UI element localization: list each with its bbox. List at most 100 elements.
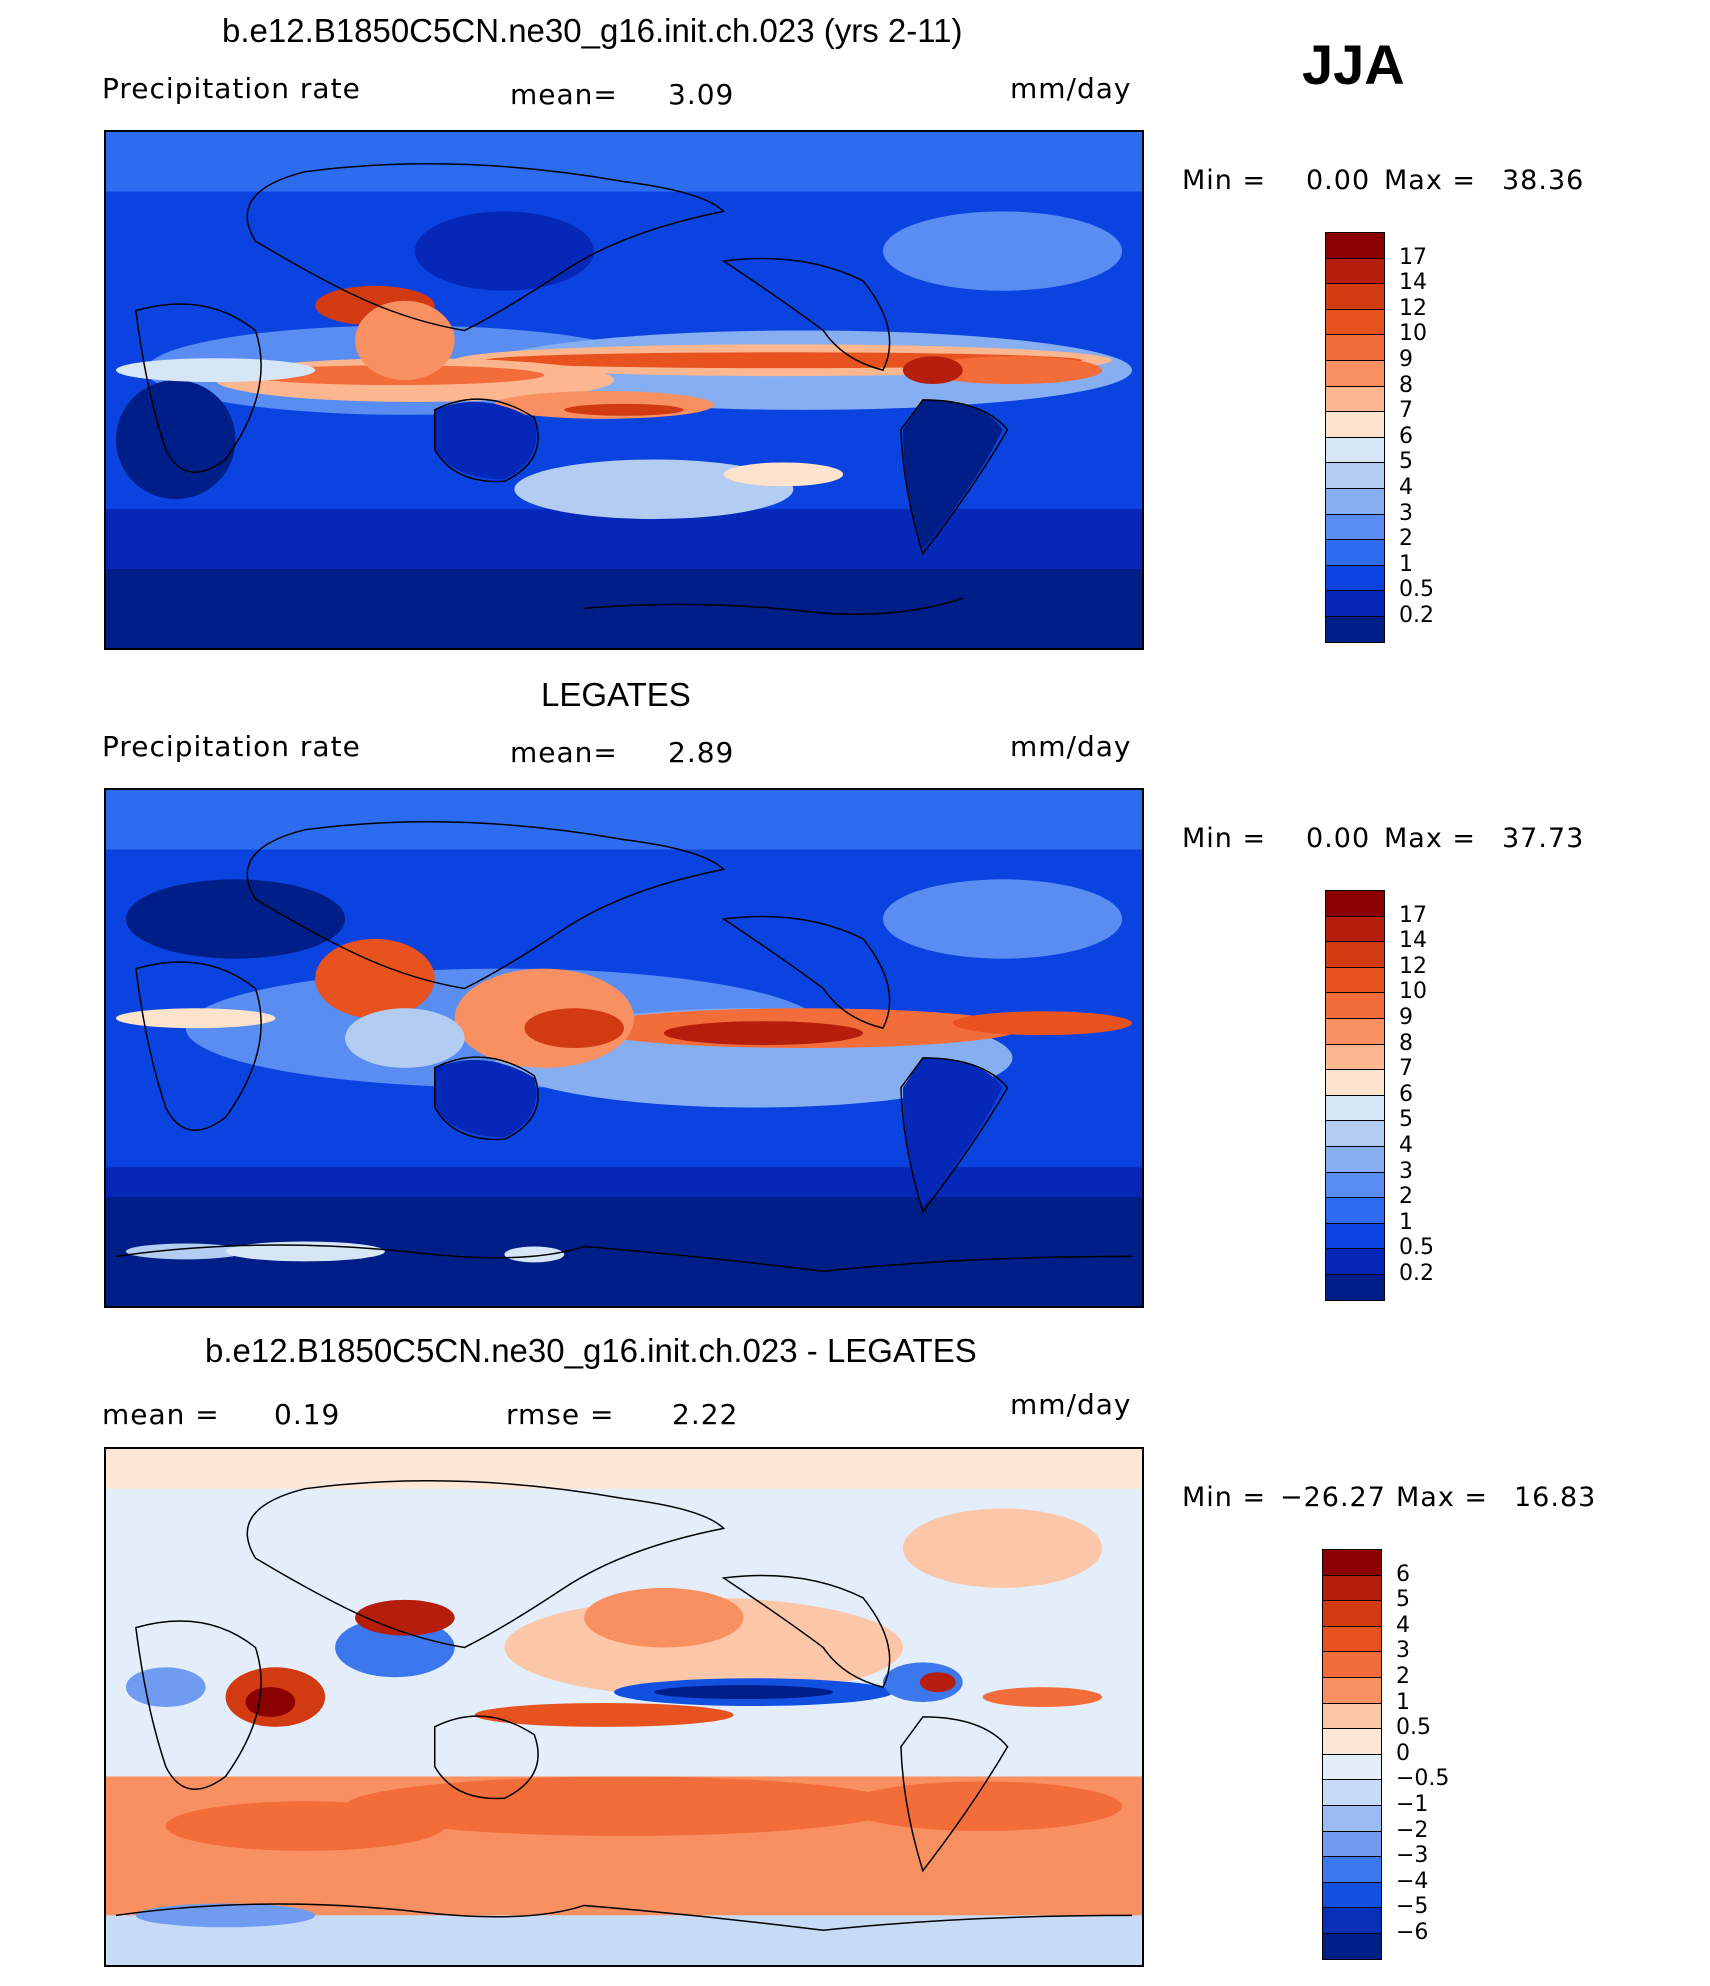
colorbar-swatch bbox=[1325, 1069, 1385, 1096]
panel2-map-svg bbox=[106, 790, 1142, 1306]
panel2-title: LEGATES bbox=[541, 676, 691, 713]
panel1-mean-value: 3.09 bbox=[668, 78, 735, 111]
panel3-mean-value: 0.19 bbox=[274, 1398, 341, 1431]
panel1-title: b.e12.B1850C5CN.ne30_g16.init.ch.023 (yr… bbox=[222, 12, 963, 49]
colorbar-swatch bbox=[1325, 257, 1385, 285]
colorbar-swatch bbox=[1325, 360, 1385, 387]
colorbar-swatch bbox=[1322, 1805, 1382, 1832]
colorbar-tick-label: 14 bbox=[1399, 270, 1427, 296]
panel1-map-svg bbox=[106, 132, 1142, 648]
panel1-units: mm/day bbox=[1010, 72, 1132, 105]
colorbar-tick-label: 9 bbox=[1399, 347, 1413, 372]
colorbar-swatch bbox=[1322, 1728, 1382, 1755]
colorbar-swatch bbox=[1325, 1197, 1385, 1224]
panel3-rmse-label: rmse = bbox=[506, 1398, 615, 1431]
panel3-min-value: −26.27 bbox=[1280, 1482, 1386, 1513]
panel3-max-label: Max = bbox=[1396, 1482, 1489, 1513]
panel2-min-label: Min = bbox=[1182, 823, 1267, 854]
panel3-units: mm/day bbox=[1010, 1388, 1132, 1421]
panel3-rmse-value: 2.22 bbox=[672, 1398, 739, 1431]
colorbar-tick-label: 6 bbox=[1399, 423, 1413, 449]
colorbar-swatch bbox=[1325, 513, 1385, 541]
colorbar-tick-label: −1 bbox=[1396, 1792, 1429, 1817]
panel1-mean-label: mean= bbox=[510, 78, 618, 111]
colorbar-tick-label: 3 bbox=[1396, 1638, 1410, 1664]
colorbar-swatch bbox=[1325, 1274, 1385, 1301]
colorbar-tick-label: 0.2 bbox=[1399, 1261, 1434, 1286]
panel1-max-label: Max = bbox=[1384, 165, 1477, 196]
colorbar-tick-label: −4 bbox=[1396, 1868, 1429, 1894]
panel1-max-value: 38.36 bbox=[1502, 165, 1585, 196]
colorbar-swatch bbox=[1325, 616, 1385, 643]
colorbar-swatch bbox=[1322, 1779, 1382, 1806]
colorbar-swatch bbox=[1325, 941, 1385, 968]
colorbar-swatch bbox=[1325, 590, 1385, 617]
panel2-min-value: 0.00 bbox=[1306, 823, 1371, 854]
colorbar-tick-label: 6 bbox=[1396, 1561, 1410, 1587]
colorbar-tick-label: −3 bbox=[1396, 1843, 1429, 1869]
colorbar-swatch bbox=[1322, 1574, 1382, 1602]
colorbar-tick-label: 12 bbox=[1399, 295, 1427, 321]
colorbar-swatch bbox=[1325, 966, 1385, 994]
panel3-map-svg bbox=[106, 1449, 1142, 1965]
colorbar-tick-label: 14 bbox=[1399, 928, 1427, 954]
colorbar-swatch bbox=[1325, 385, 1385, 413]
panel2-mean-label: mean= bbox=[510, 736, 618, 769]
colorbar-tick-label: 9 bbox=[1399, 1005, 1413, 1030]
colorbar-swatch bbox=[1325, 232, 1385, 259]
colorbar-swatch bbox=[1322, 1677, 1382, 1704]
colorbar-tick-label: 0.5 bbox=[1396, 1715, 1431, 1741]
colorbar-swatch bbox=[1325, 488, 1385, 515]
colorbar-swatch bbox=[1325, 890, 1385, 917]
colorbar-tick-label: 10 bbox=[1399, 979, 1427, 1005]
season-label: JJA bbox=[1302, 33, 1405, 96]
colorbar-tick-label: 0.2 bbox=[1399, 603, 1434, 628]
colorbar-tick-label: 4 bbox=[1396, 1612, 1410, 1638]
colorbar-tick-label: −0.5 bbox=[1396, 1766, 1450, 1792]
panel3-min-label: Min = bbox=[1182, 1482, 1267, 1513]
panel2-max-value: 37.73 bbox=[1502, 823, 1585, 854]
colorbar-swatch bbox=[1325, 334, 1385, 361]
colorbar-swatch bbox=[1325, 308, 1385, 336]
colorbar-swatch bbox=[1325, 1043, 1385, 1071]
colorbar-tick-label: 6 bbox=[1399, 1081, 1413, 1107]
colorbar-swatch bbox=[1322, 1625, 1382, 1653]
colorbar-tick-label: −5 bbox=[1396, 1894, 1429, 1920]
colorbar-swatch bbox=[1325, 992, 1385, 1019]
colorbar-swatch bbox=[1322, 1881, 1382, 1909]
colorbar-tick-label: 3 bbox=[1399, 500, 1413, 526]
panel2-map bbox=[104, 788, 1144, 1308]
panel3-title: b.e12.B1850C5CN.ne30_g16.init.ch.023 - L… bbox=[205, 1332, 977, 1369]
panel3-map bbox=[104, 1447, 1144, 1967]
panel2-max-label: Max = bbox=[1384, 823, 1477, 854]
colorbar-swatch bbox=[1322, 1753, 1382, 1781]
colorbar-tick-label: 1 bbox=[1399, 1209, 1413, 1235]
colorbar-swatch bbox=[1322, 1907, 1382, 1934]
colorbar-swatch bbox=[1325, 915, 1385, 943]
colorbar-swatch bbox=[1322, 1933, 1382, 1960]
colorbar-swatch bbox=[1325, 564, 1385, 592]
colorbar-tick-label: 7 bbox=[1399, 398, 1413, 424]
colorbar-swatch bbox=[1325, 462, 1385, 489]
colorbar-tick-label: 12 bbox=[1399, 953, 1427, 979]
colorbar-tick-label: 0.5 bbox=[1399, 1235, 1434, 1261]
colorbar-swatch bbox=[1325, 1222, 1385, 1250]
colorbar-tick-label: 1 bbox=[1396, 1689, 1410, 1715]
colorbar-swatch bbox=[1325, 539, 1385, 566]
colorbar-tick-label: 8 bbox=[1399, 1030, 1413, 1056]
colorbar-swatch bbox=[1325, 1018, 1385, 1045]
colorbar-tick-label: 3 bbox=[1399, 1158, 1413, 1184]
colorbar-tick-label: 2 bbox=[1396, 1664, 1410, 1689]
panel1-min-value: 0.00 bbox=[1306, 165, 1371, 196]
colorbar-tick-label: 17 bbox=[1399, 244, 1427, 270]
colorbar-swatch bbox=[1325, 1146, 1385, 1173]
colorbar-swatch bbox=[1325, 411, 1385, 438]
panel1-variable-label: Precipitation rate bbox=[102, 72, 361, 105]
panel2-variable-label: Precipitation rate bbox=[102, 730, 361, 763]
panel2-mean-value: 2.89 bbox=[668, 736, 735, 769]
colorbar-swatch bbox=[1322, 1856, 1382, 1883]
colorbar-swatch bbox=[1322, 1600, 1382, 1627]
panel1-map bbox=[104, 130, 1144, 650]
colorbar-tick-label: −2 bbox=[1396, 1817, 1429, 1843]
panel2-units: mm/day bbox=[1010, 730, 1132, 763]
